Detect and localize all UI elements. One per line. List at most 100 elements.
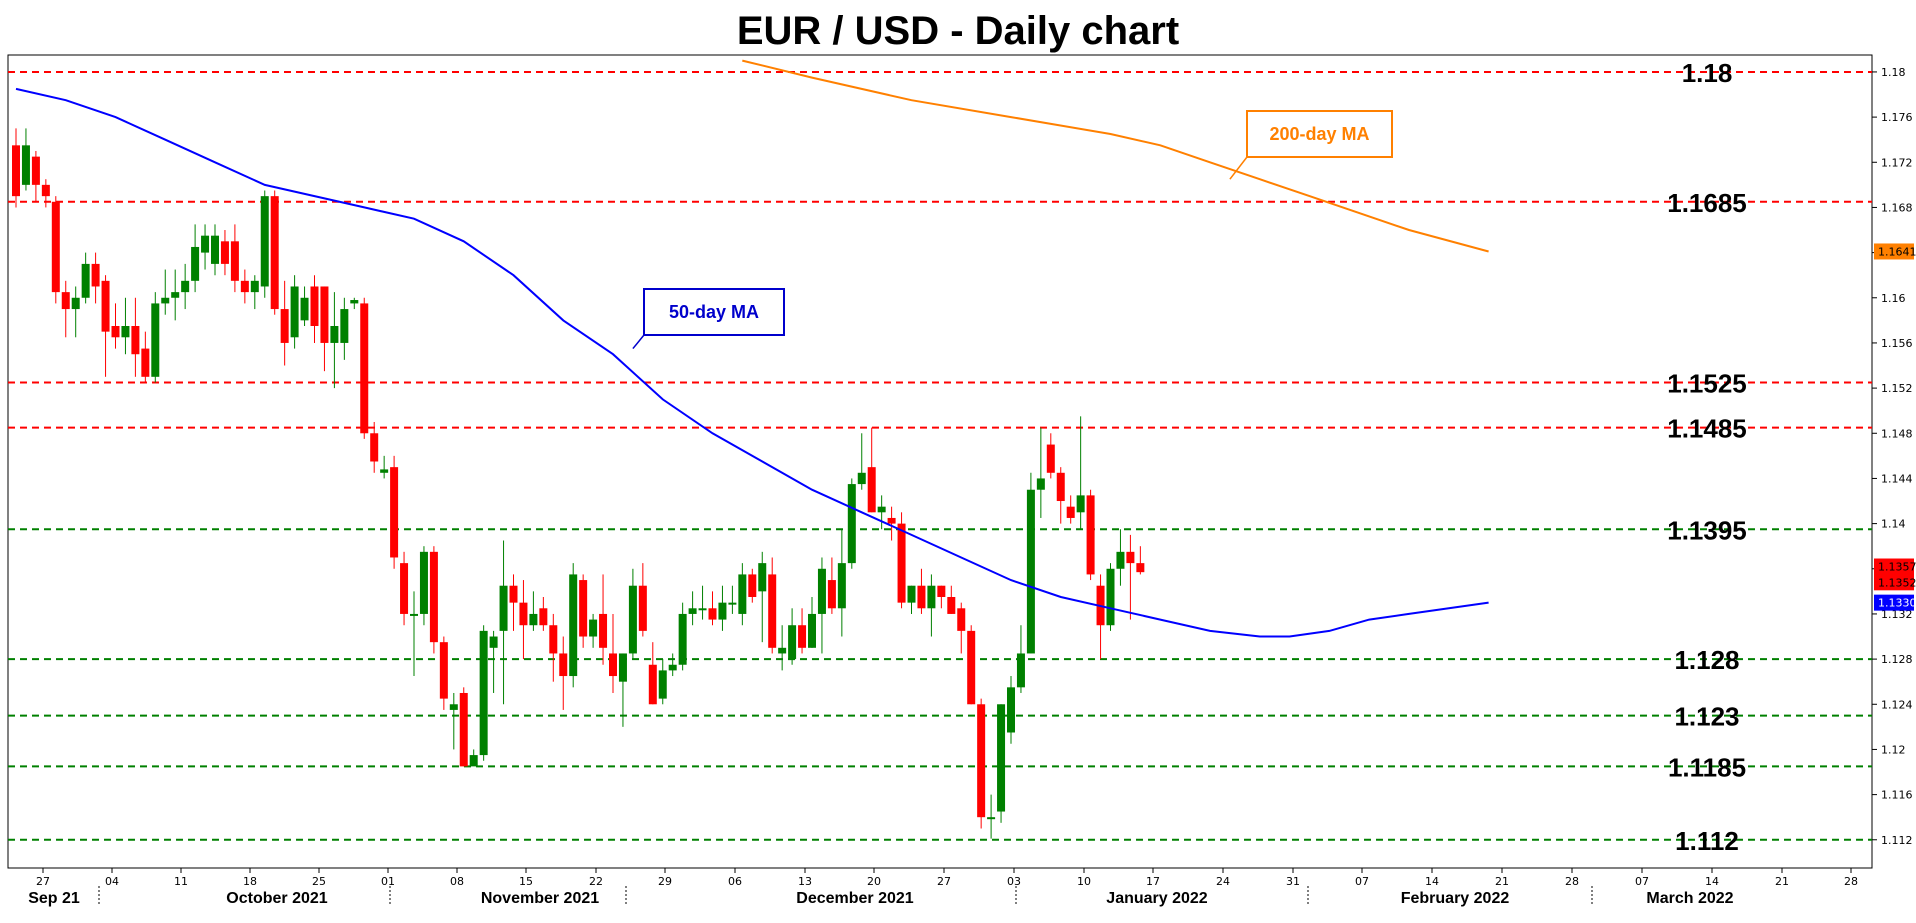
candle-body <box>748 574 757 597</box>
price-badge <box>1874 558 1914 575</box>
candle-body <box>857 472 866 485</box>
y-tick-label: 1.18 <box>1881 66 1906 79</box>
candle-body <box>549 625 558 654</box>
x-tick-label: 17 <box>1146 875 1160 888</box>
price-badge-label: 1.1641 <box>1878 245 1916 258</box>
candle-body <box>688 608 697 614</box>
annotation-label: 200-day MA <box>1269 124 1369 144</box>
x-tick-label: 29 <box>658 875 672 888</box>
y-tick-label: 1.148 <box>1881 427 1913 440</box>
candle-body <box>12 145 20 197</box>
x-tick-label: 31 <box>1286 875 1300 888</box>
candle-body <box>1036 478 1045 490</box>
candle-body <box>698 608 707 611</box>
candle-body <box>599 613 608 648</box>
ma-layer <box>15 59 1489 638</box>
candle-body <box>429 551 438 643</box>
x-tick-label: 15 <box>519 875 533 888</box>
price-badge-label: 1.1357 <box>1878 561 1916 574</box>
x-tick-label: 04 <box>105 875 119 888</box>
y-tick-label: 1.128 <box>1881 653 1913 666</box>
candle-body <box>489 636 498 648</box>
candle-body <box>449 704 458 710</box>
candle-body <box>290 286 299 338</box>
month-label: December 2021 <box>796 890 914 907</box>
candle-body <box>917 585 926 609</box>
candle-body <box>400 563 409 614</box>
level-label: 1.1185 <box>1668 752 1746 782</box>
x-tick-label: 11 <box>174 875 188 888</box>
candle-body <box>678 613 687 665</box>
candle-body <box>211 235 219 264</box>
candle-body <box>907 585 916 603</box>
candle-body <box>260 196 269 287</box>
candle-body <box>947 597 956 614</box>
price-badge-label: 1.1352 <box>1878 576 1916 589</box>
candle-body <box>997 704 1006 812</box>
price-badge <box>1874 574 1914 591</box>
candle-body <box>390 467 399 558</box>
candle-body <box>967 630 976 705</box>
annotation-box <box>1246 110 1393 158</box>
candle-body <box>1066 506 1075 518</box>
candle-body <box>658 670 667 699</box>
y-tick-label: 1.12 <box>1881 743 1906 756</box>
x-tick-label: 18 <box>243 875 257 888</box>
x-tick-label: 08 <box>450 875 464 888</box>
annotation-box <box>643 288 785 336</box>
candle-body <box>61 292 70 310</box>
y-tick-label: 1.176 <box>1881 111 1913 124</box>
candle-body <box>141 348 150 377</box>
candle-body <box>101 280 110 332</box>
candle-body <box>808 613 816 648</box>
candle-body <box>1016 653 1025 688</box>
x-tick-label: 22 <box>589 875 603 888</box>
x-tick-label: 14 <box>1425 875 1439 888</box>
candle-body <box>778 647 787 654</box>
candle-body <box>539 608 548 626</box>
candle-body <box>111 326 120 338</box>
y-tick-label: 1.144 <box>1881 472 1913 485</box>
level-label: 1.128 <box>1674 645 1739 675</box>
candle-body <box>380 469 389 473</box>
x-tick-label: 27 <box>36 875 50 888</box>
candle-body <box>459 692 468 767</box>
candle-body <box>31 156 40 185</box>
month-label: February 2022 <box>1401 890 1510 907</box>
candle-body <box>161 297 170 304</box>
candle-body <box>220 241 229 264</box>
candle-body <box>718 602 727 620</box>
y-axis: 1.1121.1161.121.1241.1281.1321.1361.141.… <box>1872 66 1916 847</box>
candle-body <box>728 602 737 605</box>
x-tick-label: 28 <box>1565 875 1579 888</box>
month-label: January 2022 <box>1106 890 1208 907</box>
candle-body <box>171 292 180 298</box>
candle-body <box>668 664 677 671</box>
candle-body <box>81 263 90 298</box>
candle-body <box>1046 444 1055 473</box>
candle-body <box>340 309 349 343</box>
candle-body <box>191 246 200 281</box>
y-tick-label: 1.14 <box>1881 518 1906 531</box>
candle-body <box>579 580 588 637</box>
level-label: 1.1685 <box>1667 188 1747 218</box>
y-tick-label: 1.156 <box>1881 337 1913 350</box>
candle-body <box>569 574 578 677</box>
x-tick-label: 28 <box>1844 875 1858 888</box>
candle-body <box>469 755 478 767</box>
candle-body <box>250 280 259 293</box>
candle-body <box>310 286 319 326</box>
candle-body <box>817 568 826 614</box>
y-tick-label: 1.112 <box>1881 834 1913 847</box>
candle-body <box>1106 568 1115 626</box>
candle-body <box>937 585 946 597</box>
candle-body <box>927 585 936 609</box>
x-tick-label: 21 <box>1775 875 1789 888</box>
candle-body <box>628 585 637 654</box>
y-tick-label: 1.132 <box>1881 608 1913 621</box>
candle-body <box>51 201 60 293</box>
candle-body <box>1116 551 1125 569</box>
candle-body <box>1056 472 1065 502</box>
candle-body <box>519 602 528 626</box>
candle-body <box>887 517 896 524</box>
